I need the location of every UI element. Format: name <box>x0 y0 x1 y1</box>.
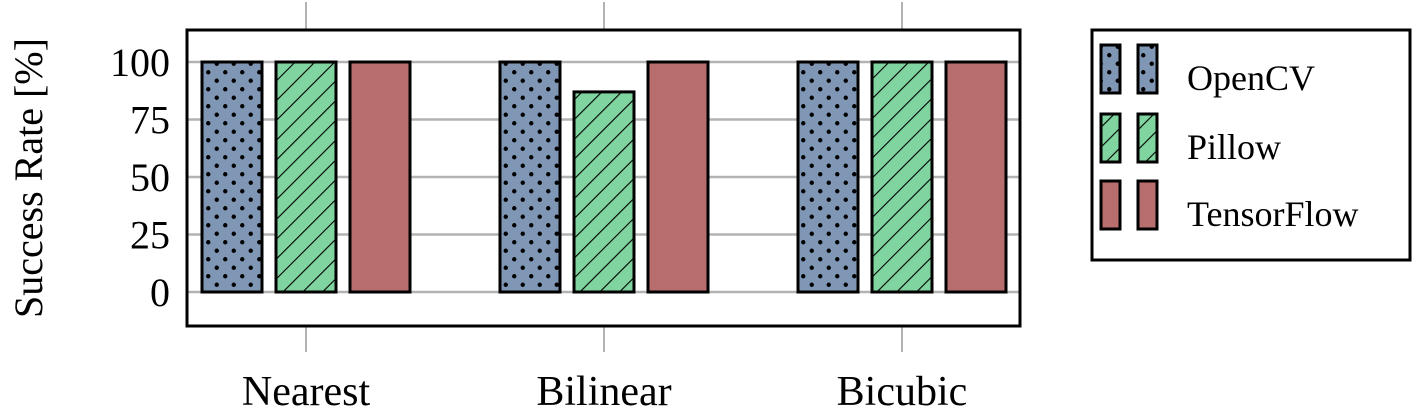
bar-pillow-bilinear <box>572 90 636 294</box>
legend-swatch-opencv <box>1136 43 1159 95</box>
legend-swatch-tensorflow <box>1099 179 1122 231</box>
bar-tensorflow-nearest <box>348 60 412 294</box>
legend-label-tensorflow: TensorFlow <box>1187 194 1358 234</box>
y-tick-label: 100 <box>110 40 170 85</box>
bar-tensorflow-bicubic <box>944 60 1008 294</box>
bar-pillow-nearest <box>274 60 338 294</box>
legend-swatch-tensorflow <box>1136 179 1159 231</box>
x-tick-label: Bilinear <box>536 369 671 415</box>
bar-opencv-bicubic <box>796 60 860 294</box>
legend-swatch-pillow <box>1136 112 1159 164</box>
y-tick-labels: 0 25 50 75 100 <box>110 40 170 315</box>
y-tick-label: 25 <box>130 213 170 258</box>
legend: OpenCV Pillow TensorFlow <box>1090 28 1412 262</box>
y-tick-label: 50 <box>130 155 170 200</box>
bar-opencv-nearest <box>200 60 264 294</box>
x-tick-labels: Nearest Bilinear Bicubic <box>242 369 967 415</box>
legend-label-pillow: Pillow <box>1187 127 1281 167</box>
x-tick-label: Bicubic <box>837 369 968 415</box>
bar-tensorflow-bilinear <box>646 60 710 294</box>
legend-swatch-pillow <box>1099 112 1122 164</box>
y-axis-label: Success Rate [%] <box>6 38 51 318</box>
x-tick-marks <box>305 2 903 352</box>
x-tick-label: Nearest <box>242 369 371 415</box>
y-tick-label: 75 <box>130 98 170 143</box>
legend-swatch-opencv <box>1099 43 1122 95</box>
plot-frame <box>185 28 1022 328</box>
bar-pillow-bicubic <box>870 60 934 294</box>
legend-label-opencv: OpenCV <box>1187 58 1315 98</box>
bar-opencv-bilinear <box>498 60 562 294</box>
y-tick-label: 0 <box>150 270 170 315</box>
bars <box>200 60 1008 294</box>
